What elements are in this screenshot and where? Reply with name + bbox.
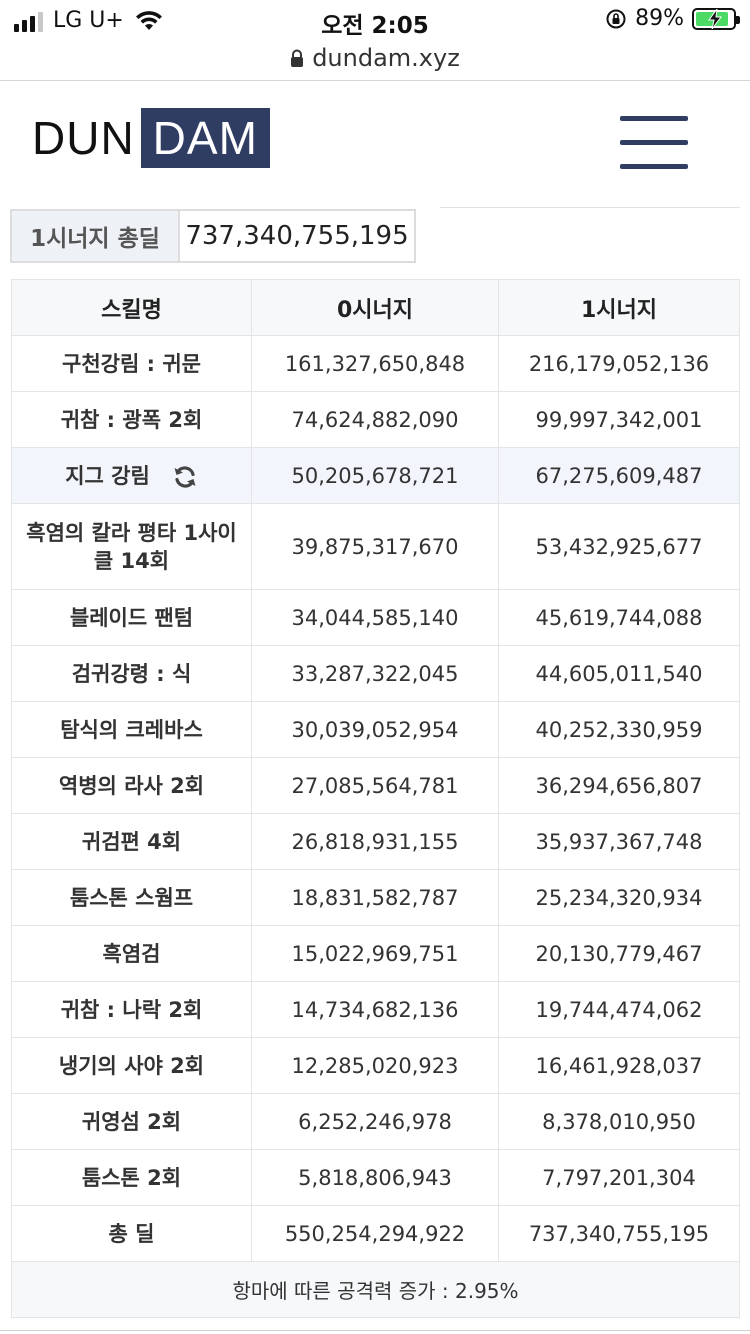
total-row: 총 딜 550,254,294,922 737,340,755,195: [11, 1205, 740, 1262]
zero-synergy-total: 550,254,294,922: [251, 1205, 499, 1262]
skill-name: 탐식의 크레바스: [11, 701, 252, 758]
zero-synergy-damage: 33,287,322,045: [251, 645, 499, 702]
one-synergy-total: 737,340,755,195: [498, 1205, 740, 1262]
skill-name: 귀참 : 나락 2회: [11, 981, 252, 1038]
total-damage-value: 737,340,755,195: [185, 221, 409, 251]
skill-name: 툼스톤 2회: [11, 1149, 252, 1206]
table-row: 지그 강림 50,205,678,721 67,275,609,487: [11, 447, 740, 504]
table-row: 흑염의 칼라 평타 1사이클 14회 39,875,317,670 53,432…: [11, 503, 740, 590]
one-synergy-damage: 16,461,928,037: [498, 1037, 740, 1094]
status-bar: LG U+ 오전 2:05 89%: [0, 0, 750, 42]
one-synergy-damage: 44,605,011,540: [498, 645, 740, 702]
one-synergy-damage: 19,744,474,062: [498, 981, 740, 1038]
skill-name: 흑염의 칼라 평타 1사이클 14회: [11, 503, 252, 590]
zero-synergy-damage: 74,624,882,090: [251, 391, 499, 448]
hamburger-menu-icon[interactable]: [618, 114, 690, 174]
table-row: 귀검편 4회 26,818,931,155 35,937,367,748: [11, 813, 740, 870]
skill-damage-table: 스킬명 0시너지 1시너지 구천강림 : 귀문 161,327,650,848 …: [11, 279, 740, 1318]
skill-name: 역병의 라사 2회: [11, 757, 252, 814]
status-left: LG U+: [14, 8, 164, 33]
zero-synergy-damage: 27,085,564,781: [251, 757, 499, 814]
zero-synergy-damage: 30,039,052,954: [251, 701, 499, 758]
total-damage-label: 1시너지 총딜: [12, 211, 180, 261]
table-row: 검귀강령 : 식 33,287,322,045 44,605,011,540: [11, 645, 740, 702]
skill-name: 귀영섬 2회: [11, 1093, 252, 1150]
skill-name: 냉기의 사야 2회: [11, 1037, 252, 1094]
cellular-signal-icon: [14, 10, 43, 32]
total-damage-summary: 1시너지 총딜 737,340,755,195: [10, 209, 416, 263]
zero-synergy-damage: 18,831,582,787: [251, 869, 499, 926]
zero-synergy-damage: 15,022,969,751: [251, 925, 499, 982]
skill-name-cell: 지그 강림: [11, 447, 252, 504]
logo-text-dun: DUN: [32, 112, 135, 164]
one-synergy-damage: 216,179,052,136: [498, 335, 740, 392]
zero-synergy-damage: 161,327,650,848: [251, 335, 499, 392]
table-row: 탐식의 크레바스 30,039,052,954 40,252,330,959: [11, 701, 740, 758]
battery-nub: [736, 15, 740, 24]
skill-name: 귀검편 4회: [11, 813, 252, 870]
table-row: 역병의 라사 2회 27,085,564,781 36,294,656,807: [11, 757, 740, 814]
table-row: 귀참 : 나락 2회 14,734,682,136 19,744,474,062: [11, 981, 740, 1038]
one-synergy-damage: 99,997,342,001: [498, 391, 740, 448]
table-row: 귀영섬 2회 6,252,246,978 8,378,010,950: [11, 1093, 740, 1150]
column-header-one-synergy: 1시너지: [498, 279, 740, 336]
skill-name: 흑염검: [11, 925, 252, 982]
wifi-icon: [135, 10, 162, 30]
one-synergy-damage: 8,378,010,950: [498, 1093, 740, 1150]
address-bar[interactable]: dundam.xyz: [0, 36, 750, 80]
zero-synergy-damage: 34,044,585,140: [251, 589, 499, 646]
table-row: 구천강림 : 귀문 161,327,650,848 216,179,052,13…: [11, 335, 740, 392]
table-row: 귀참 : 광폭 2회 74,624,882,090 99,997,342,001: [11, 391, 740, 448]
clock: 오전 2:05: [321, 13, 429, 39]
skill-name: 지그 강림: [65, 463, 150, 488]
zero-synergy-damage: 6,252,246,978: [251, 1093, 499, 1150]
attack-increase-note: 항마에 따른 공격력 증가 : 2.95%: [11, 1261, 740, 1318]
status-right: 89%: [605, 6, 740, 31]
skill-name: 검귀강령 : 식: [11, 645, 252, 702]
header-divider: [440, 207, 740, 208]
zero-synergy-damage: 14,734,682,136: [251, 981, 499, 1038]
table-row: 냉기의 사야 2회 12,285,020,923 16,461,928,037: [11, 1037, 740, 1094]
one-synergy-damage: 45,619,744,088: [498, 589, 740, 646]
one-synergy-damage: 67,275,609,487: [498, 447, 740, 504]
table-row: 툼스톤 스웜프 18,831,582,787 25,234,320,934: [11, 869, 740, 926]
zero-synergy-damage: 39,875,317,670: [251, 503, 499, 590]
skill-name: 구천강림 : 귀문: [11, 335, 252, 392]
zero-synergy-damage: 12,285,020,923: [251, 1037, 499, 1094]
logo-text-dam: DAM: [140, 108, 270, 168]
charging-bolt-icon: [708, 8, 722, 29]
table-row: 블레이드 팬텀 34,044,585,140 45,619,744,088: [11, 589, 740, 646]
zero-synergy-damage: 5,818,806,943: [251, 1149, 499, 1206]
skill-name: 귀참 : 광폭 2회: [11, 391, 252, 448]
table-header-row: 스킬명 0시너지 1시너지: [11, 279, 740, 336]
column-header-skill: 스킬명: [11, 279, 252, 336]
table-row: 툼스톤 2회 5,818,806,943 7,797,201,304: [11, 1149, 740, 1206]
one-synergy-damage: 36,294,656,807: [498, 757, 740, 814]
one-synergy-damage: 20,130,779,467: [498, 925, 740, 982]
orientation-lock-icon: [606, 9, 626, 28]
skill-name: 툼스톤 스웜프: [11, 869, 252, 926]
page-bottom-divider: [0, 1330, 750, 1331]
battery-icon: [692, 7, 740, 30]
table-row: 흑염검 15,022,969,751 20,130,779,467: [11, 925, 740, 982]
battery-percent: 89%: [635, 6, 684, 31]
refresh-icon[interactable]: [172, 464, 198, 490]
site-logo[interactable]: DUN DAM: [32, 108, 270, 168]
zero-synergy-damage: 50,205,678,721: [251, 447, 499, 504]
zero-synergy-damage: 26,818,931,155: [251, 813, 499, 870]
carrier-name: LG U+: [53, 8, 124, 33]
column-header-zero-synergy: 0시너지: [251, 279, 499, 336]
one-synergy-damage: 35,937,367,748: [498, 813, 740, 870]
url-text: dundam.xyz: [312, 44, 460, 72]
one-synergy-damage: 7,797,201,304: [498, 1149, 740, 1206]
one-synergy-damage: 53,432,925,677: [498, 503, 740, 590]
one-synergy-damage: 25,234,320,934: [498, 869, 740, 926]
table-footer-row: 항마에 따른 공격력 증가 : 2.95%: [11, 1261, 740, 1318]
total-label: 총 딜: [11, 1205, 252, 1262]
url-divider: [0, 80, 750, 81]
one-synergy-damage: 40,252,330,959: [498, 701, 740, 758]
skill-name: 블레이드 팬텀: [11, 589, 252, 646]
lock-icon: [291, 49, 304, 67]
